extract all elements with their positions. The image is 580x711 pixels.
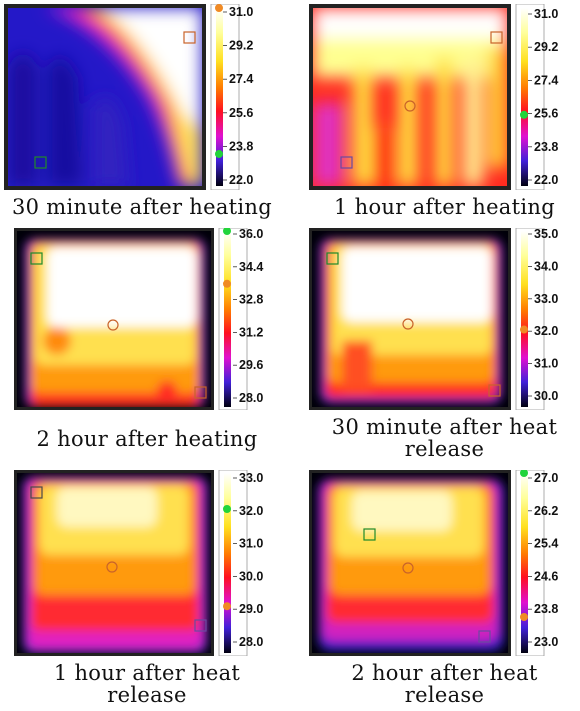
scale-label: 34.0 — [534, 259, 558, 273]
scale-label: 27.4 — [229, 72, 253, 86]
scale-label: 27.0 — [534, 471, 558, 485]
scale-label: 31.2 — [239, 325, 263, 339]
scale-label: 33.0 — [239, 471, 263, 485]
thermal-panel-2-svg: 31.0 29.2 27.4 25.6 23.8 22.0 — [309, 4, 558, 190]
scale-label: 22.0 — [534, 173, 558, 187]
green-marker — [223, 505, 231, 513]
thermal-panel-6-svg: 27.0 26.2 25.4 24.6 23.8 23.0 — [309, 470, 558, 656]
scale-label: 23.0 — [534, 635, 558, 649]
scale-label: 23.8 — [534, 602, 558, 616]
caption-6: 2 hour after heat release — [351, 661, 538, 707]
thermal-panel-6: 27.0 26.2 25.4 24.6 23.8 23.0 2 hour after he… — [309, 470, 580, 706]
caption-5: 1 hour after heat release — [53, 661, 241, 707]
color-scale-5 — [218, 470, 248, 656]
thermal-image-2 — [313, 8, 507, 186]
scale-label: 28.0 — [239, 635, 263, 649]
green-marker — [520, 470, 528, 477]
thermal-image-6 — [312, 473, 508, 653]
scale-label: 32.0 — [239, 504, 263, 518]
thermal-panel-4: 35.0 34.0 33.0 32.0 31.0 30.0 30 minute after… — [309, 228, 580, 460]
scale-label: 31.0 — [534, 7, 558, 21]
scale-labels-1: 31.0 29.2 27.4 25.6 23.8 22.0 — [223, 5, 253, 187]
roi-box-orange — [183, 31, 196, 44]
scale-label: 35.0 — [534, 228, 558, 241]
scale-label: 30.0 — [534, 389, 558, 403]
thermal-panel-1: 31.0 29.2 27.4 25.6 23.8 22.0 30 minute after… — [4, 4, 280, 218]
roi-circle — [404, 100, 416, 112]
scale-label: 25.6 — [534, 107, 558, 121]
scale-label: 36.0 — [239, 228, 263, 241]
orange-marker — [520, 613, 528, 621]
scale-label: 29.2 — [229, 39, 253, 53]
orange-marker — [520, 325, 528, 334]
scale-label: 31.0 — [534, 357, 558, 371]
roi-box-green — [34, 156, 47, 169]
color-scale-4 — [515, 228, 545, 410]
green-marker — [215, 149, 223, 158]
caption-1: 30 minute after heating — [12, 195, 272, 219]
scale-label: 30.0 — [239, 569, 263, 583]
orange-marker — [215, 4, 223, 12]
scale-label: 34.4 — [239, 260, 263, 274]
scale-label: 29.6 — [239, 358, 263, 372]
orange-marker — [223, 602, 231, 611]
scale-label: 25.6 — [229, 106, 253, 120]
thermal-image-4 — [312, 231, 508, 407]
scale-label: 32.0 — [534, 324, 558, 338]
scale-label: 26.2 — [534, 504, 558, 518]
scale-label: 22.0 — [229, 173, 253, 187]
color-scale-6 — [515, 470, 545, 656]
thermal-panel-5-svg: 33.0 32.0 31.0 30.0 29.0 28.0 — [14, 470, 263, 656]
scale-label: 23.8 — [534, 140, 558, 154]
scale-label: 32.8 — [239, 293, 263, 307]
thermal-panel-3-svg: 36.0 34.4 32.8 31.2 29.6 28.0 — [14, 228, 263, 410]
caption-3: 2 hour after heating — [36, 427, 258, 451]
scale-label: 33.0 — [534, 292, 558, 306]
caption-4: 30 minute after heat release — [331, 415, 558, 461]
caption-2: 1 hour after heating — [334, 195, 555, 219]
scale-label: 29.2 — [534, 40, 558, 54]
color-scale-2 — [515, 4, 545, 190]
orange-marker — [223, 279, 231, 288]
color-scale-3 — [218, 228, 248, 410]
thermal-panel-5: 33.0 32.0 31.0 30.0 29.0 28.0 1 hour after he… — [14, 470, 280, 706]
thermal-image-5 — [17, 473, 211, 653]
thermal-image-3 — [17, 231, 211, 407]
scale-label: 31.0 — [239, 537, 263, 551]
green-marker — [223, 228, 231, 235]
thermal-panel-4-svg: 35.0 34.0 33.0 32.0 31.0 30.0 — [309, 228, 558, 410]
thermal-image-1 — [8, 8, 202, 186]
scale-label: 28.0 — [239, 391, 263, 405]
thermal-panel-2: 31.0 29.2 27.4 25.6 23.8 22.0 1 hour after he… — [309, 4, 580, 218]
scale-label: 24.6 — [534, 569, 558, 583]
scale-label: 23.8 — [229, 139, 253, 153]
color-scale-1 — [210, 4, 240, 190]
green-marker — [520, 110, 528, 119]
thermal-panel-3: 36.0 34.4 32.8 31.2 29.6 28.0 2 hour after he… — [14, 228, 280, 450]
scale-label: 25.4 — [534, 537, 558, 551]
thermal-panel-1-svg: 31.0 29.2 27.4 25.6 23.8 22.0 — [4, 4, 253, 190]
scale-label: 27.4 — [534, 73, 558, 87]
scale-label: 29.0 — [239, 602, 263, 616]
scale-label: 31.0 — [229, 5, 253, 19]
